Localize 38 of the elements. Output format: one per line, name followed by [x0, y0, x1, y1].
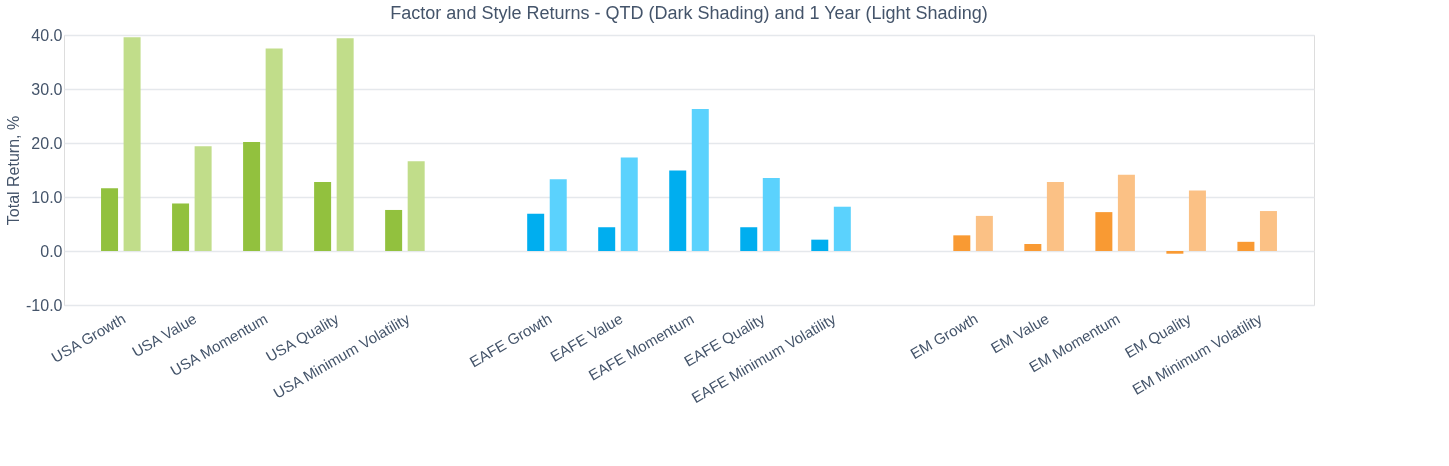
bar — [762, 178, 780, 251]
bar — [953, 235, 971, 251]
bar — [1024, 243, 1042, 251]
y-tick-label: -10.0 — [26, 296, 63, 314]
bar — [123, 37, 141, 251]
y-tick-label: 0.0 — [40, 242, 63, 260]
bar — [1117, 174, 1135, 251]
bar — [407, 161, 425, 251]
bar — [265, 48, 283, 251]
bar — [336, 38, 354, 251]
bar — [1188, 190, 1206, 251]
bar — [691, 108, 709, 251]
bar — [1095, 212, 1113, 251]
y-axis-title: Total Return, % — [5, 115, 23, 226]
bar — [194, 146, 212, 251]
bar — [740, 227, 758, 251]
y-tick-label: 30.0 — [31, 80, 63, 98]
bar — [1259, 211, 1277, 251]
y-tick-label: 20.0 — [31, 134, 63, 152]
bar — [669, 170, 687, 251]
bar — [620, 157, 638, 251]
bar — [314, 181, 332, 251]
bar — [975, 215, 993, 251]
y-tick-label: 10.0 — [31, 188, 63, 206]
bar — [101, 188, 119, 251]
bar — [1046, 181, 1064, 251]
bar — [527, 213, 545, 251]
bar — [811, 239, 829, 251]
bar — [1166, 251, 1184, 254]
y-tick-label: 40.0 — [31, 26, 63, 44]
chart-title: Factor and Style Returns - QTD (Dark Shading) and 1 Year (Light Shading) — [390, 3, 988, 23]
bar — [833, 206, 851, 251]
bar — [598, 227, 616, 251]
bar — [1237, 241, 1255, 251]
bar — [243, 141, 261, 251]
bar — [172, 203, 190, 251]
bar — [385, 209, 403, 251]
bar — [549, 179, 567, 251]
